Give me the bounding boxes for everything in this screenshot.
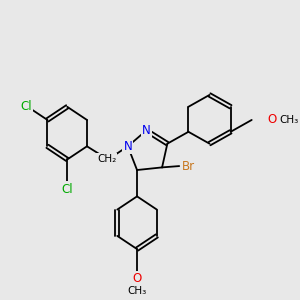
Text: CH₃: CH₃ [279, 116, 298, 125]
Text: CH₃: CH₃ [128, 286, 147, 296]
Text: O: O [268, 113, 277, 127]
Text: CH₂: CH₂ [97, 154, 116, 164]
Text: Br: Br [182, 160, 195, 172]
Text: O: O [132, 272, 142, 285]
Text: Cl: Cl [61, 182, 73, 196]
Text: N: N [142, 124, 151, 137]
Text: N: N [123, 140, 132, 153]
Text: Cl: Cl [20, 100, 32, 113]
